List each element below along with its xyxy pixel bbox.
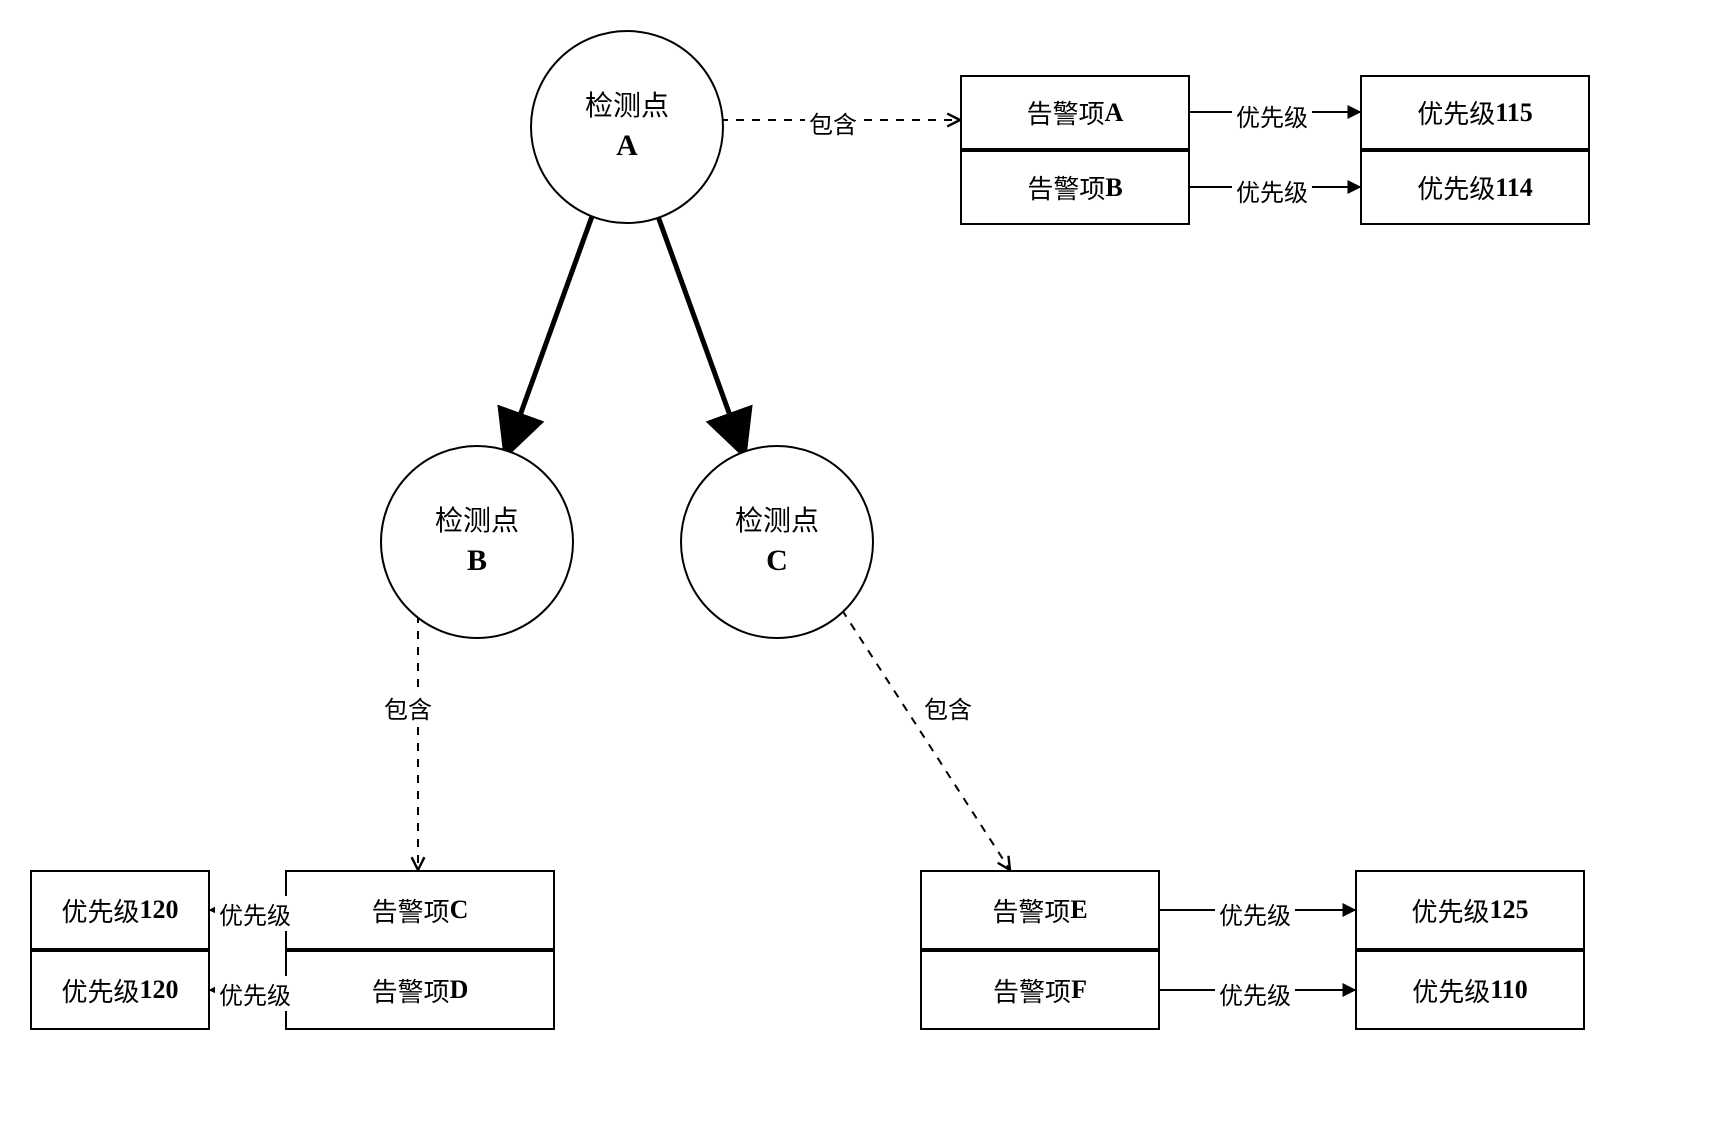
- priority-b-0-val: 120: [140, 895, 179, 925]
- alarm-d-prefix: 告警项: [372, 972, 450, 1009]
- alarm-e-suffix: E: [1070, 895, 1087, 925]
- priority-c-1-label: 优先级: [1412, 972, 1490, 1009]
- alarm-c-suffix: C: [450, 895, 469, 925]
- edge-label-c-contains: 包含: [920, 690, 976, 725]
- alarm-c-prefix: 告警项: [372, 892, 450, 929]
- edge-label-a-contains: 包含: [805, 105, 861, 140]
- priority-a-1: 优先级114: [1360, 150, 1590, 225]
- priority-a-1-val: 114: [1495, 173, 1533, 203]
- alarm-item-a: 告警项A: [960, 75, 1190, 150]
- priority-b-0: 优先级120: [30, 870, 210, 950]
- edge-label-b-contains: 包含: [380, 690, 436, 725]
- edge-label-b-prio-0: 优先级: [215, 896, 295, 931]
- alarm-a-prefix: 告警项: [1027, 94, 1105, 131]
- diagram-stage: 检测点 A 检测点 B 检测点 C 告警项A 告警项B 优先级115 优先级11…: [0, 0, 1713, 1131]
- node-c-line1: 检测点: [735, 503, 819, 541]
- alarm-d-suffix: D: [450, 975, 469, 1005]
- node-b-line2: B: [467, 541, 487, 582]
- alarm-a-suffix: A: [1105, 98, 1124, 128]
- priority-a-0-val: 115: [1495, 98, 1533, 128]
- edge-label-b-prio-1: 优先级: [215, 976, 295, 1011]
- node-detection-point-a: 检测点 A: [530, 30, 724, 224]
- alarm-item-f: 告警项F: [920, 950, 1160, 1030]
- alarm-item-c: 告警项C: [285, 870, 555, 950]
- priority-b-1-val: 120: [140, 975, 179, 1005]
- priority-c-0-label: 优先级: [1411, 892, 1489, 929]
- node-b-line1: 检测点: [435, 503, 519, 541]
- edge-label-c-prio-1: 优先级: [1215, 976, 1295, 1011]
- priority-a-1-label: 优先级: [1417, 169, 1495, 206]
- alarm-item-b: 告警项B: [960, 150, 1190, 225]
- priority-b-1: 优先级120: [30, 950, 210, 1030]
- priority-c-0: 优先级125: [1355, 870, 1585, 950]
- priority-a-0: 优先级115: [1360, 75, 1590, 150]
- node-a-line2: A: [616, 126, 638, 167]
- alarm-b-suffix: B: [1105, 173, 1122, 203]
- edge-label-c-prio-0: 优先级: [1215, 896, 1295, 931]
- priority-c-1: 优先级110: [1355, 950, 1585, 1030]
- node-c-line2: C: [766, 541, 788, 582]
- priority-b-0-label: 优先级: [61, 892, 139, 929]
- priority-c-0-val: 125: [1490, 895, 1529, 925]
- node-a-line1: 检测点: [585, 88, 669, 126]
- edge-label-a-prio-1: 优先级: [1232, 173, 1312, 208]
- priority-c-1-val: 110: [1490, 975, 1528, 1005]
- alarm-item-e: 告警项E: [920, 870, 1160, 950]
- alarm-item-d: 告警项D: [285, 950, 555, 1030]
- node-detection-point-b: 检测点 B: [380, 445, 574, 639]
- alarm-b-prefix: 告警项: [1027, 169, 1105, 206]
- alarm-e-prefix: 告警项: [992, 892, 1070, 929]
- priority-a-0-label: 优先级: [1417, 94, 1495, 131]
- edge-label-a-prio-0: 优先级: [1232, 98, 1312, 133]
- alarm-f-suffix: F: [1071, 975, 1087, 1005]
- priority-b-1-label: 优先级: [61, 972, 139, 1009]
- alarm-f-prefix: 告警项: [993, 972, 1071, 1009]
- node-detection-point-c: 检测点 C: [680, 445, 874, 639]
